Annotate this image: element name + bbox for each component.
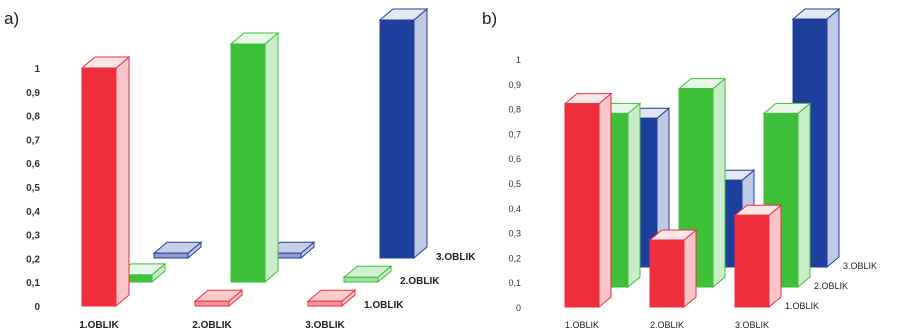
bar	[648, 228, 698, 309]
y-tick-label: 0,4	[26, 207, 40, 218]
bar	[80, 55, 131, 308]
bar	[342, 265, 393, 284]
y-tick-label: 1	[516, 55, 521, 65]
y-tick-label: 0,7	[26, 135, 40, 146]
y-tick-label: 0,1	[26, 278, 40, 289]
y-tick-label: 0,1	[508, 278, 521, 288]
y-tick-label: 0,6	[26, 159, 40, 170]
panel-a-letter: a)	[4, 9, 19, 28]
y-tick-label: 0,9	[26, 88, 40, 99]
panel-a-chart: 0 0,1 0,2 0,3 0,4 0,5 0,6 0,7 0,8 0,9 1 1.OBLIK 2.OB…	[26, 7, 476, 331]
y-tick-label: 0,8	[508, 105, 521, 115]
y-tick-label: 0,5	[508, 179, 521, 189]
y-tick-label: 0,5	[26, 183, 40, 194]
y-tick-label: 0	[34, 302, 40, 313]
depth-category-label: 1.OBLIK	[785, 301, 819, 311]
bar	[229, 31, 280, 284]
y-tick-label: 0,3	[26, 231, 40, 242]
depth-category-label: 1.OBLIK	[364, 300, 404, 311]
y-tick-label: 1	[34, 64, 40, 75]
x-category-label: 3.OBLIK	[735, 320, 769, 330]
y-tick-label: 0,3	[508, 229, 521, 239]
bar	[306, 289, 357, 308]
depth-category-label: 3.OBLIK	[843, 261, 877, 271]
y-tick-label: 0,4	[508, 204, 521, 214]
bar	[563, 92, 613, 309]
y-tick-label: 0,8	[26, 112, 40, 123]
depth-category-label: 3.OBLIK	[436, 252, 476, 263]
y-tick-label: 0	[516, 303, 521, 313]
depth-category-label: 2.OBLIK	[814, 281, 848, 291]
depth-category-label: 2.OBLIK	[400, 276, 440, 287]
y-tick-label: 0,2	[508, 253, 521, 263]
x-category-label: 1.OBLIK	[79, 320, 119, 331]
panel-b-letter: b)	[482, 9, 497, 28]
bar	[733, 204, 783, 309]
bar	[378, 7, 429, 260]
y-tick-label: 0,2	[26, 254, 40, 265]
x-category-label: 2.OBLIK	[192, 320, 232, 331]
bar	[193, 289, 244, 308]
y-tick-label: 0,7	[508, 129, 521, 139]
y-tick-label: 0,9	[508, 80, 521, 90]
bar	[265, 241, 316, 260]
x-category-label: 2.OBLIK	[650, 320, 684, 330]
panel-b-chart: 0 0,1 0,2 0,3 0,4 0,5 0,6 0,7 0,8 0,9 1 1.OBLIK 2.OB…	[508, 7, 877, 330]
x-category-label: 1.OBLIK	[565, 320, 599, 330]
x-category-label: 3.OBLIK	[305, 320, 345, 331]
y-tick-label: 0,6	[508, 154, 521, 164]
bar	[152, 241, 203, 260]
